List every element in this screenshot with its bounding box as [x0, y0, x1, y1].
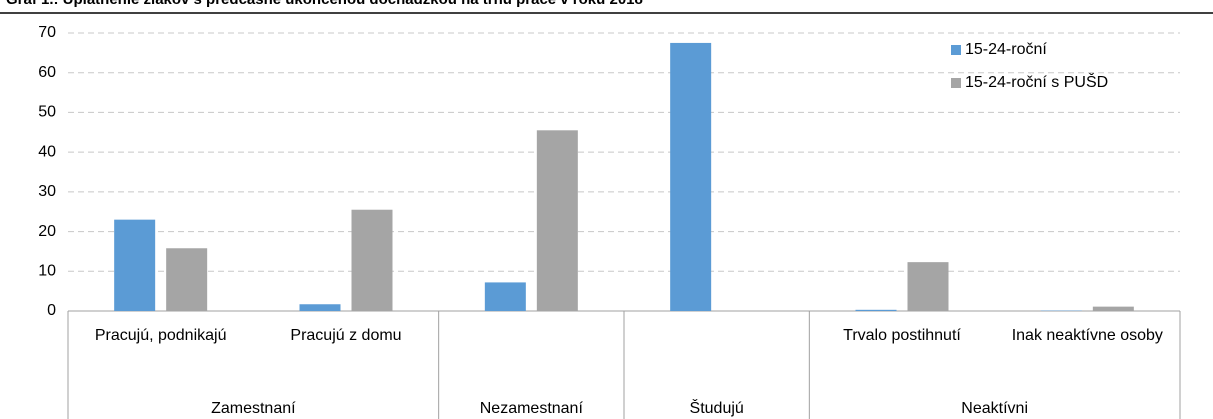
group-label: Zamestnaní	[211, 400, 296, 417]
bar	[536, 130, 578, 311]
bar	[1092, 306, 1134, 311]
bar	[907, 262, 949, 311]
y-tick-label: 30	[38, 183, 56, 200]
bar	[670, 42, 712, 312]
x-tick-label: Inak neaktívne osoby	[1011, 327, 1163, 344]
y-tick-label: 50	[38, 104, 56, 121]
bar	[166, 248, 208, 311]
group-label: Nezamestnaní	[479, 400, 583, 417]
group-label: Neaktívni	[961, 400, 1028, 417]
bar	[114, 219, 156, 311]
x-tick-label: Trvalo postihnutí	[843, 327, 961, 344]
legend-swatch	[951, 78, 961, 88]
y-tick-label: 40	[38, 143, 56, 160]
bar	[299, 304, 341, 311]
bar	[484, 282, 526, 311]
bar	[351, 209, 393, 311]
legend-label: 15-24-roční s PUŠD	[965, 72, 1108, 91]
y-tick-label: 60	[38, 64, 56, 81]
x-tick-label: Pracujú z domu	[290, 327, 402, 344]
group-label: Študujú	[689, 400, 744, 417]
y-tick-label: 10	[38, 263, 56, 280]
bar	[855, 309, 897, 311]
legend-swatch	[951, 45, 961, 55]
y-tick-label: 0	[47, 302, 56, 319]
y-tick-label: 70	[38, 24, 56, 41]
chart-title: Graf 1.: Uplatnenie žiakov s predčasne u…	[6, 0, 643, 8]
y-tick-label: 20	[38, 223, 56, 240]
legend-label: 15-24-roční	[965, 41, 1047, 58]
x-tick-label: Pracujú, podnikajú	[94, 327, 227, 344]
